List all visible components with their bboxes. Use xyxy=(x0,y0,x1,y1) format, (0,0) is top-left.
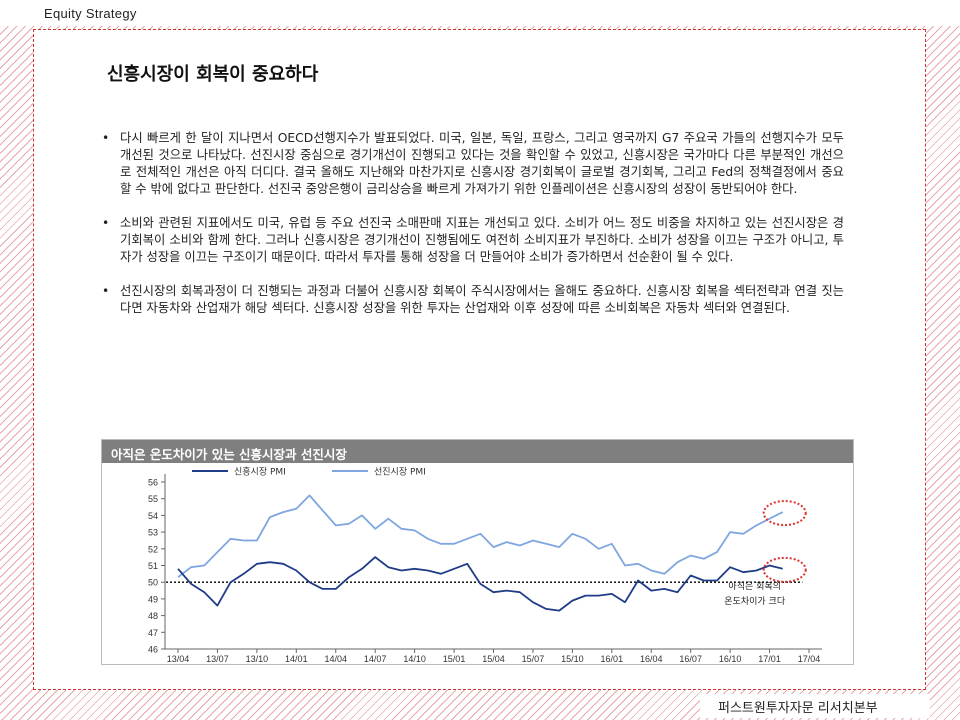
y-tick-label: 54 xyxy=(148,511,158,521)
x-tick-label: 14/10 xyxy=(403,654,426,664)
chart-panel: 아직은 온도차이가 있는 신흥시장과 선진시장 46 47 48 49 50 51 52 53… xyxy=(101,439,854,665)
y-tick-label: 48 xyxy=(148,611,158,621)
page-title: 신흥시장이 회복이 중요하다 xyxy=(107,64,319,85)
x-tick-label: 14/01 xyxy=(285,654,308,664)
bullet-item: • 선진시장의 회복과정이 더 진행되는 과정과 더불어 신흥시장 회복이 주식… xyxy=(102,283,844,317)
highlight-ellipse xyxy=(762,500,807,527)
bullet-text: 다시 빠르게 한 달이 지나면서 OECD선행지수가 발표되었다. 미국, 일본… xyxy=(120,131,844,196)
bullet-text: 선진시장의 회복과정이 더 진행되는 과정과 더불어 신흥시장 회복이 주식시장… xyxy=(120,284,844,315)
x-tick-label: 15/07 xyxy=(522,654,545,664)
x-tick-label: 14/04 xyxy=(324,654,347,664)
y-tick-label: 49 xyxy=(148,594,158,604)
bullet-list: • 다시 빠르게 한 달이 지나면서 OECD선행지수가 발표되었다. 미국, … xyxy=(102,130,844,334)
chart-title-bar: 아직은 온도차이가 있는 신흥시장과 선진시장 xyxy=(102,440,853,463)
bullet-dot-icon: • xyxy=(102,284,110,298)
chart-title: 아직은 온도차이가 있는 신흥시장과 선진시장 xyxy=(111,447,347,462)
legend-label: 선진시장 PMI xyxy=(374,467,426,478)
bullet-text: 소비와 관련된 지표에서도 미국, 유럽 등 주요 선진국 소매판매 지표는 개… xyxy=(120,216,844,264)
y-tick-label: 50 xyxy=(148,578,158,588)
header-bar: Equity Strategy xyxy=(0,0,960,26)
y-tick-label: 51 xyxy=(148,561,158,571)
x-tick-label: 13/10 xyxy=(246,654,269,664)
y-tick-label: 56 xyxy=(148,478,158,488)
bullet-item: • 다시 빠르게 한 달이 지나면서 OECD선행지수가 발표되었다. 미국, … xyxy=(102,130,844,198)
footer-label: 퍼스트원투자자문 리서치본부 xyxy=(718,701,878,716)
x-tick-label: 15/10 xyxy=(561,654,584,664)
x-tick-label: 16/07 xyxy=(679,654,702,664)
series-line xyxy=(177,556,783,612)
bullet-dot-icon: • xyxy=(102,216,110,230)
chart-plot-background xyxy=(102,463,853,664)
y-tick-label: 55 xyxy=(148,494,158,504)
y-tick-label: 52 xyxy=(148,544,158,554)
x-tick-label: 17/01 xyxy=(758,654,781,664)
legend-label: 신흥시장 PMI xyxy=(234,466,286,478)
y-tick-label: 47 xyxy=(148,628,158,638)
pmi-line-chart: 46 47 48 49 50 51 52 53 54 55 56 13/04 13/07 13/10 14/… xyxy=(148,466,822,664)
bullet-item: • 소비와 관련된 지표에서도 미국, 유럽 등 주요 선진국 소매판매 지표는… xyxy=(102,215,844,266)
x-tick-label: 15/01 xyxy=(443,654,466,664)
series-line xyxy=(177,494,784,578)
x-tick-label: 14/07 xyxy=(364,654,387,664)
x-tick-label: 16/04 xyxy=(640,654,663,664)
annotation-line-1: 아직은 회복의 xyxy=(728,581,781,592)
x-tick-label: 13/04 xyxy=(167,654,190,664)
x-tick-label: 16/10 xyxy=(719,654,742,664)
footer-bar xyxy=(700,694,930,718)
header-label: Equity Strategy xyxy=(44,6,137,21)
bullet-dot-icon: • xyxy=(102,131,110,145)
x-tick-label: 13/07 xyxy=(206,654,229,664)
x-tick-label: 15/04 xyxy=(482,654,505,664)
y-tick-label: 46 xyxy=(148,645,158,655)
annotation-line-2: 온도차이가 크다 xyxy=(724,595,786,607)
x-tick-label: 16/01 xyxy=(601,654,624,664)
highlight-ellipse xyxy=(762,556,807,583)
x-tick-label: 17/04 xyxy=(798,654,821,664)
content-box: 신흥시장이 회복이 중요하다 • 다시 빠르게 한 달이 지나면서 OECD선행… xyxy=(33,29,926,690)
y-tick-label: 53 xyxy=(148,528,158,538)
